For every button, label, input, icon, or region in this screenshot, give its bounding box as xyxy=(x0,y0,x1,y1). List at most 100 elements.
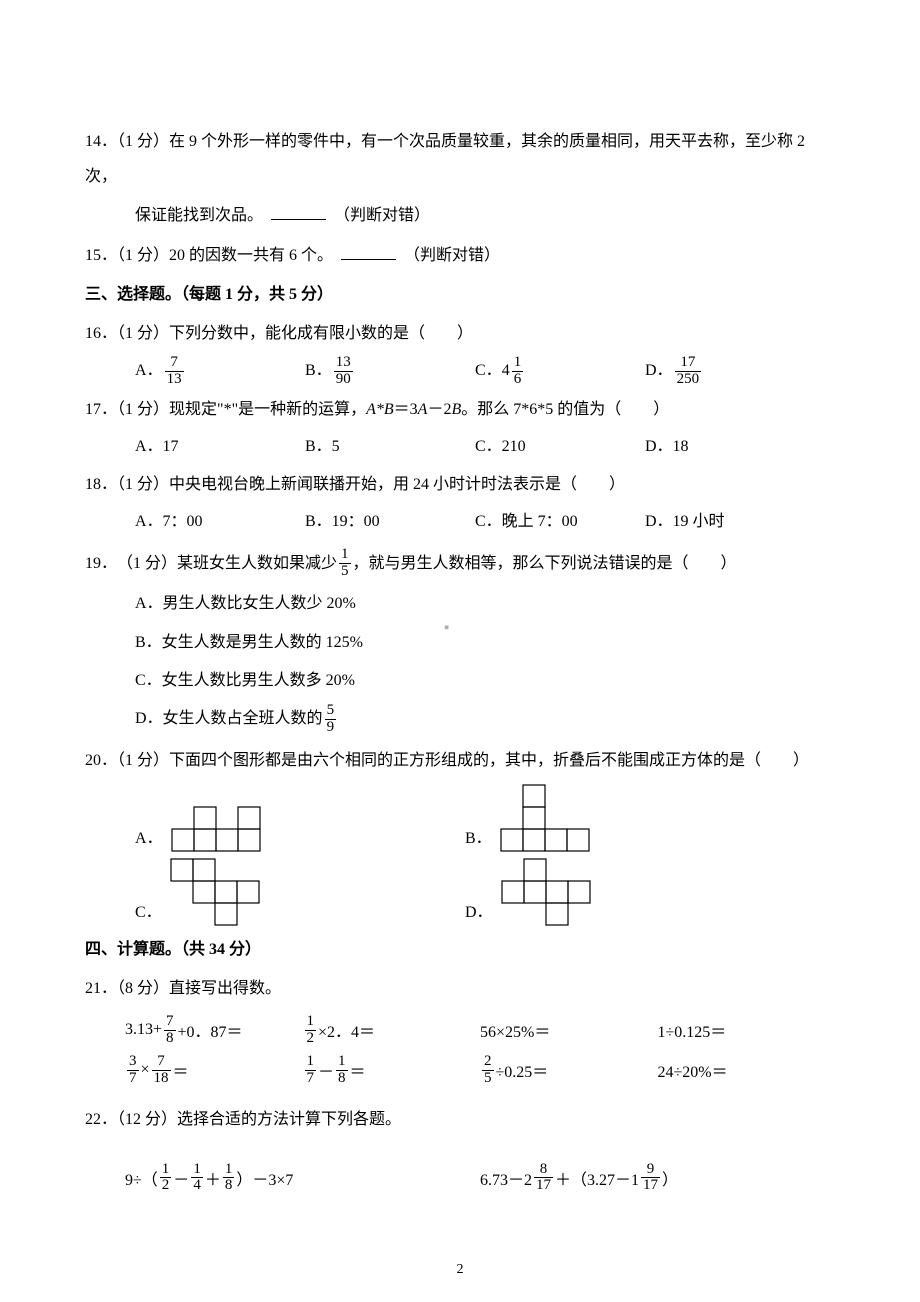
q22-lm1: － xyxy=(173,1166,189,1190)
page-number: 2 xyxy=(0,1262,920,1278)
q18-opt-a[interactable]: A．7：00 xyxy=(135,506,305,538)
q22-pts: （12 分） xyxy=(117,1111,177,1128)
frac-num: 2 xyxy=(482,1054,494,1070)
q17-pts: （1 分） xyxy=(117,401,169,418)
q17-opt-a[interactable]: A．17 xyxy=(135,431,305,463)
frac-den: 18 xyxy=(152,1070,171,1087)
q22-l-post: ）－3×7 xyxy=(236,1166,293,1190)
q16: 16．（1 分）下列分数中，能化成有限小数的是（ ） xyxy=(85,316,835,351)
frac-num: 13 xyxy=(334,355,353,371)
q22-l-pre: 9÷（ xyxy=(125,1166,158,1190)
q20-pts: （1 分） xyxy=(117,752,169,769)
q14-blank[interactable] xyxy=(271,203,326,221)
net-c-svg xyxy=(170,858,260,926)
c1-post: +0．87＝ xyxy=(178,1018,243,1042)
q19-a: 某班女生人数如果减少 xyxy=(177,546,337,581)
q19-opt-c[interactable]: C．女生人数比男生人数多 20% xyxy=(85,662,835,700)
q21-c2: 12 ×2．4＝ xyxy=(303,1010,481,1050)
frac-den: 2 xyxy=(160,1177,172,1194)
q19-b: ，就与男生人数相等，那么下列说法错误的是（ ） xyxy=(353,546,737,581)
q22-r1: 817 xyxy=(534,1162,553,1195)
q17-d: 。那么 7*6*5 的值为（ ） xyxy=(461,401,669,418)
frac-den: 8 xyxy=(164,1030,176,1047)
frac-num: 7 xyxy=(152,1054,171,1070)
q14-num: 14． xyxy=(85,133,117,150)
q21-table: 3.13+ 78 +0．87＝ 12 ×2．4＝ 56×25%＝ 1÷0.125… xyxy=(85,1010,835,1090)
c6b-frac: 18 xyxy=(336,1054,348,1087)
q19-opt-a[interactable]: A．男生人数比女生人数少 20% xyxy=(85,585,835,623)
q18-opt-d[interactable]: D．19 小时 xyxy=(645,506,725,538)
q14-line2: 保证能找到次品。 （判断对错） xyxy=(85,198,835,233)
q18-opt-b[interactable]: B．19：00 xyxy=(305,506,475,538)
frac-num: 8 xyxy=(534,1162,553,1178)
q19-d-frac: 59 xyxy=(325,703,337,736)
frac-den: 250 xyxy=(675,371,702,388)
frac-num: 1 xyxy=(339,547,351,563)
q22: 22．（12 分）选择合适的方法计算下列各题。 xyxy=(85,1102,835,1137)
frac-num: 1 xyxy=(336,1054,348,1070)
q22-r2: 917 xyxy=(641,1162,660,1195)
q17-opt-b[interactable]: B．5 xyxy=(305,431,475,463)
q19-frac: 15 xyxy=(339,547,351,580)
frac-num: 17 xyxy=(675,355,702,371)
q16-opt-d[interactable]: D． 17250 xyxy=(645,355,703,388)
c2-post: ×2．4＝ xyxy=(318,1018,375,1042)
frac-num: 7 xyxy=(165,355,184,371)
q21: 21．（8 分）直接写出得数。 xyxy=(85,971,835,1006)
q17-a: 现规定"*"是一种新的运算， xyxy=(169,401,366,418)
q16-d-frac: 17250 xyxy=(675,355,702,388)
frac-num: 1 xyxy=(223,1162,235,1178)
frac-num: 1 xyxy=(305,1014,317,1030)
q20-opt-b[interactable]: B． xyxy=(465,784,590,852)
frac-num: 9 xyxy=(641,1162,660,1178)
frac-den: 90 xyxy=(334,371,353,388)
frac-den: 9 xyxy=(325,719,337,736)
q15-blank[interactable] xyxy=(341,242,396,260)
q19-opt-d[interactable]: D．女生人数占全班人数的 59 xyxy=(85,700,338,738)
q16-opt-c[interactable]: C． 4 16 xyxy=(475,355,645,388)
q18-options: A．7：00 B．19：00 C．晚上 7：00 D．19 小时 xyxy=(85,506,835,538)
q21-c3: 56×25%＝ xyxy=(480,1010,658,1050)
q20-opt-a[interactable]: A． xyxy=(135,784,465,852)
q18-num: 18． xyxy=(85,476,117,493)
q16-opt-a[interactable]: A． 713 xyxy=(135,355,305,388)
q18-opt-c[interactable]: C．晚上 7：00 xyxy=(475,506,645,538)
q22-right: 6.73－2 817 ＋（3.27－1 917 ） xyxy=(480,1162,835,1195)
frac-den: 5 xyxy=(482,1070,494,1087)
q20-opt-d[interactable]: D． xyxy=(465,858,591,926)
q19-num: 19． xyxy=(85,546,117,581)
c5-post: ＝ xyxy=(173,1058,189,1082)
q16-a-label: A． xyxy=(135,355,163,387)
q20-c-label: C． xyxy=(135,898,162,926)
q16-opt-b[interactable]: B． 1390 xyxy=(305,355,475,388)
frac-den: 8 xyxy=(223,1177,235,1194)
q16-c-label: C． xyxy=(475,355,502,387)
frac-num: 7 xyxy=(164,1014,176,1030)
q19: 19．（1 分）某班女生人数如果减少 15 ，就与男生人数相等，那么下列说法错误… xyxy=(85,546,737,581)
q20-opt-c[interactable]: C． xyxy=(135,858,465,926)
net-d-svg xyxy=(501,858,591,926)
frac-den: 2 xyxy=(305,1030,317,1047)
q18-pts: （1 分） xyxy=(117,476,169,493)
c6a-frac: 17 xyxy=(305,1054,317,1087)
q15-num: 15． xyxy=(85,247,117,264)
frac-den: 17 xyxy=(534,1177,553,1194)
q14-pts: （1 分） xyxy=(117,133,169,150)
q22-l2: 14 xyxy=(191,1162,203,1195)
q21-c5: 37 × 718 ＝ xyxy=(125,1050,303,1090)
q21-c4: 1÷0.125＝ xyxy=(658,1010,836,1050)
q17-opt-c[interactable]: C．210 xyxy=(475,431,645,463)
q19-opt-b[interactable]: B．女生人数是男生人数的 125% xyxy=(85,624,835,662)
frac-num: 5 xyxy=(325,703,337,719)
frac-den: 4 xyxy=(191,1177,203,1194)
frac-den: 8 xyxy=(336,1070,348,1087)
frac-den: 6 xyxy=(512,371,524,388)
q17: 17．（1 分）现规定"*"是一种新的运算，A*B＝3A－2B。那么 7*6*5… xyxy=(85,392,835,427)
frac-den: 13 xyxy=(165,371,184,388)
q17-opt-d[interactable]: D．18 xyxy=(645,431,689,463)
q15-pts: （1 分） xyxy=(117,247,169,264)
c7-frac: 25 xyxy=(482,1054,494,1087)
q21-pts: （8 分） xyxy=(117,980,169,997)
q16-c-pre: 4 xyxy=(502,355,510,387)
q22-text: 选择合适的方法计算下列各题。 xyxy=(177,1111,401,1128)
